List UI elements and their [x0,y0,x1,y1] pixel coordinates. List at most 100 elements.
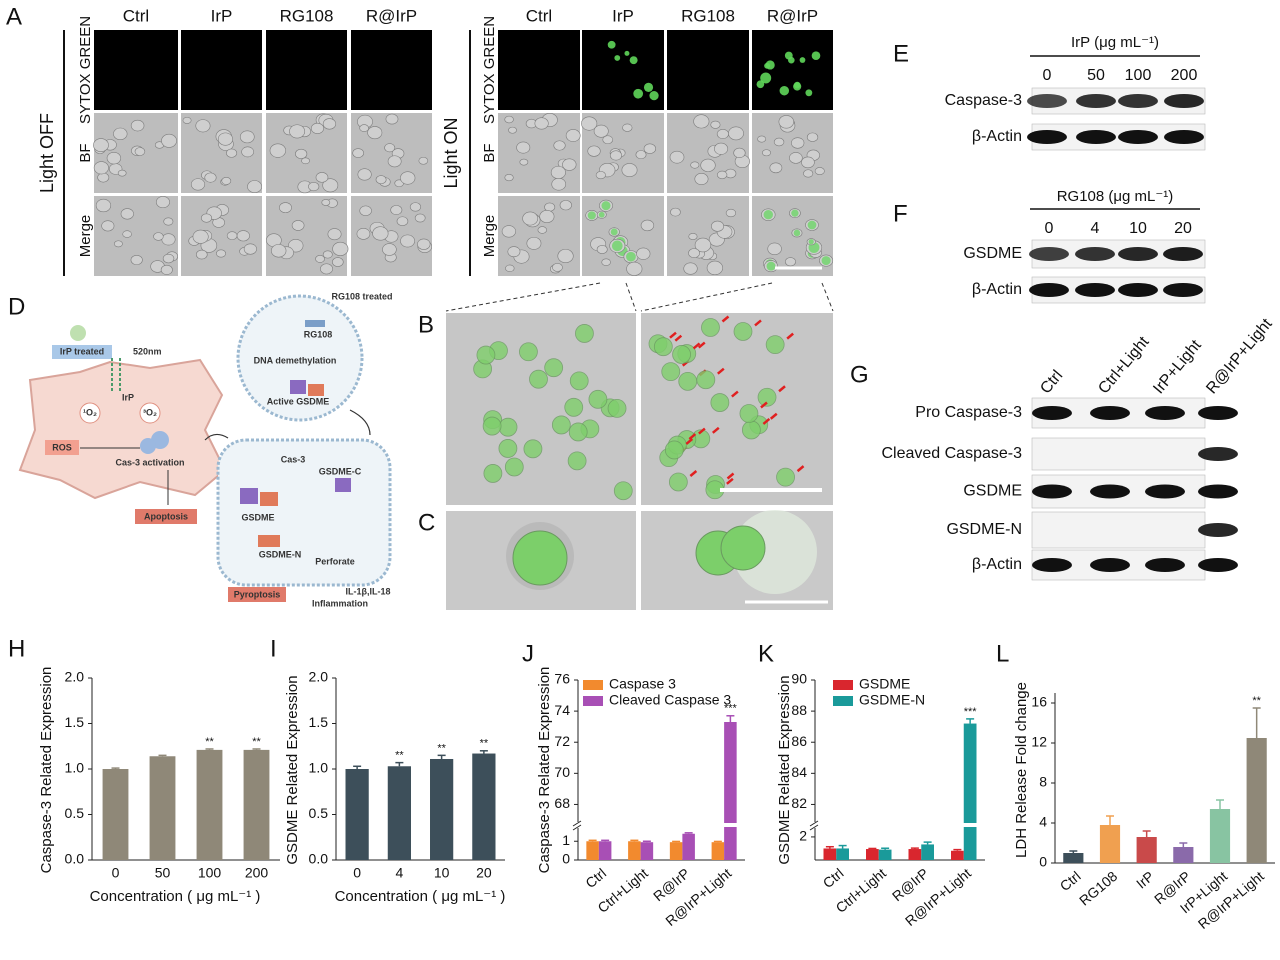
cell [367,126,383,140]
significance-label: *** [964,706,978,718]
cell [359,205,372,216]
y-tick-label: 76 [554,671,570,687]
cell [789,152,803,164]
bar [598,841,612,860]
cell [609,150,623,161]
cell [773,137,785,147]
cell [757,387,777,407]
stained-nucleus [811,51,821,61]
group-label: Light ON [441,117,461,188]
y-tick-label: 12 [1031,734,1047,750]
stained-nucleus [611,240,623,252]
legend-swatch [583,696,603,706]
cell [664,440,684,460]
cell [640,219,655,232]
cell [414,213,426,223]
stained-nucleus [614,55,621,61]
stained-nucleus [766,261,776,271]
cell [690,161,700,169]
cell [384,143,396,153]
arrow-marker [754,319,762,327]
cell [720,525,766,571]
column-label: Ctrl [123,6,149,25]
bar [1063,853,1084,863]
cell [643,143,657,154]
cell [694,237,712,253]
cell [190,178,206,191]
annotation: GSDME-C [319,466,362,476]
cell [551,415,571,435]
x-tick-label: 10 [434,865,450,881]
cell [776,467,795,487]
cell [575,324,594,343]
cell [390,205,403,215]
y-tick-label: 8 [1039,774,1047,790]
cell [784,257,796,267]
cell [101,220,115,232]
cell [501,225,516,238]
band [1029,247,1069,261]
stained-nucleus [799,57,806,63]
bar [149,756,176,860]
cell [725,208,737,218]
stained-nucleus [779,85,790,96]
cell [332,241,349,256]
cell [539,210,555,224]
cell [700,158,716,172]
cell [537,226,548,234]
row-label: GSDME-N [946,521,1022,538]
cell [308,181,320,192]
cell [291,220,305,231]
annotation: Cas-3 [281,454,306,464]
axis-break [572,824,582,831]
arrow-marker [698,427,706,435]
axis-break [811,822,819,828]
cell [581,116,598,131]
panel-letter: D [8,293,25,320]
cell [195,249,208,260]
band [1118,130,1158,144]
legend-swatch [583,680,603,690]
band [1118,283,1158,297]
zoom-guide [625,282,637,312]
stained-nucleus [805,89,813,97]
cell [192,229,209,244]
arrow-marker [731,390,739,398]
cell [327,228,342,241]
cell [18,358,227,500]
cell [247,180,262,193]
arrow [204,433,229,441]
band [1198,406,1238,420]
icon [140,438,156,454]
cell [204,172,217,183]
y-tick-label: 0.5 [65,805,85,821]
cell [565,129,581,142]
row-label: GSDME [963,245,1022,262]
column-label: RG108 [280,6,334,25]
axis-break [572,820,582,827]
bar [823,848,837,860]
cell [236,230,250,242]
micrograph [667,30,749,110]
cell [613,481,633,501]
arrow-marker [762,417,771,425]
bar [640,842,654,860]
cell [733,322,753,341]
bar [669,842,683,860]
micrograph [351,30,432,110]
cell [476,345,496,365]
annotation: GSDME-N [259,549,302,559]
row-label: Cleaved Caspase-3 [881,445,1022,462]
icon [70,325,86,341]
row-label: β-Actin [972,556,1022,573]
label-box [52,345,112,359]
x-tick-label: 0 [353,865,361,881]
bar [836,848,849,860]
annotation: DNA demethylation [254,355,337,365]
axis-break [809,824,819,831]
cell [269,143,286,158]
label-box [135,509,197,524]
band [1090,406,1130,420]
column-label: R@IrP [767,6,818,25]
